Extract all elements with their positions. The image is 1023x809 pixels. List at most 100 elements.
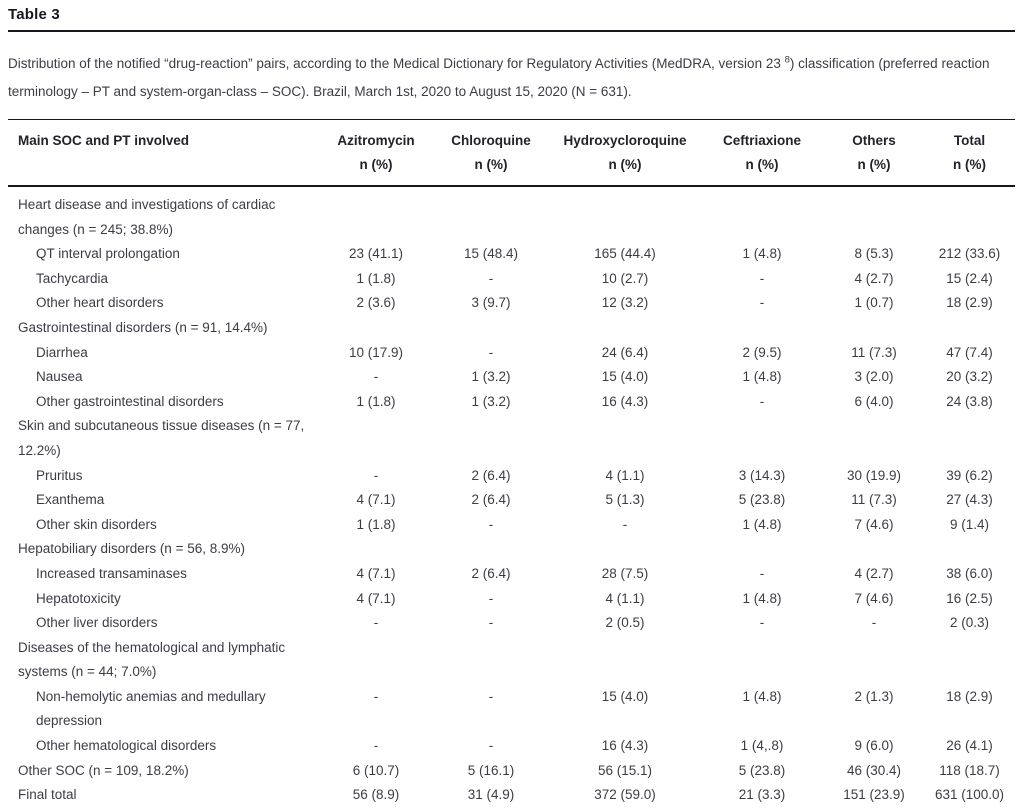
table-cell: 8 (5.3) [854,246,894,262]
table-cell: 1 (4,.8) [740,738,784,754]
table-cell [700,537,824,562]
table-header: Main SOC and PT involved Azitromycin n (%)… [8,119,1015,187]
caption-text-before-reference: Distribution of the notified “drug-react… [8,56,785,71]
table-cell [700,414,824,463]
row-label: Hepatotoxicity [36,590,121,606]
column-header: Others n (%) [824,120,924,187]
table-cell: - [373,369,379,385]
table-cell [824,316,924,341]
table-cell: 1 (3.2) [471,369,511,385]
table-cell: 1 (1.8) [356,270,396,286]
table-cell: 16 (4.3) [601,393,649,409]
table-cell: 2 (1.3) [854,688,894,704]
table-cell [550,186,700,242]
table-cell: - [373,615,379,631]
row-label: Final total [18,787,77,803]
table-row: Heart disease and investigations of card… [8,186,1015,242]
table-cell: 6 (10.7) [352,762,400,778]
table-cell [550,414,700,463]
column-header-name: Chloroquine [451,133,531,148]
table-cell: 4 (7.1) [356,590,396,606]
table-cell: - [488,738,494,754]
table-row: Increased transaminases 4 (7.1) 2 (6.4) 28 … [8,562,1015,587]
table-row: Other gastrointestinal disorders 1 (1.8) 1… [8,390,1015,415]
column-header: Chloroquine n (%) [432,120,550,187]
row-label: Non-hemolytic anemias and medullary depr… [36,688,266,729]
table-cell: 47 (7.4) [946,344,993,360]
table-cell: 21 (3.3) [738,787,786,803]
column-header-name: Ceftriaxione [722,133,802,148]
table-cell: 18 (2.9) [946,295,993,311]
table-cell: 39 (6.2) [946,467,993,483]
column-header: Azitromycin n (%) [320,120,432,187]
table-cell: 212 (33.6) [938,246,1001,262]
table-cell: 2 (3.6) [356,295,396,311]
table-cell [924,186,1015,242]
table-cell: 31 (4.9) [467,787,515,803]
table-cell: 10 (17.9) [348,344,404,360]
table-row: Hepatotoxicity 4 (7.1) - 4 (1.1) 1 (4.8) 7 (4… [8,587,1015,612]
title-divider [8,30,1015,32]
table-cell [824,537,924,562]
table-cell: 7 (4.6) [854,516,894,532]
table-cell: 15 (48.4) [463,246,519,262]
caption-reference-superscript: 8 [784,54,790,66]
table-cell [924,537,1015,562]
table-cell: 46 (30.4) [846,762,902,778]
table-cell: - [488,688,494,704]
table-body: Heart disease and investigations of card… [8,186,1015,809]
table-cell: 30 (19.9) [846,467,902,483]
row-label: Other heart disorders [36,295,164,311]
table-cell: - [373,467,379,483]
table-cell: 24 (3.8) [946,393,993,409]
table-row: Non-hemolytic anemias and medullary depr… [8,685,1015,734]
row-label: Exanthema [36,492,105,508]
table-cell: 2 (9.5) [742,344,782,360]
table-cell: 1 (1.8) [356,516,396,532]
table-row: Nausea - 1 (3.2) 15 (4.0) 1 (4.8) 3 (2.0) 20 (… [8,365,1015,390]
table-cell [432,414,550,463]
table-cell: 2 (6.4) [471,492,511,508]
table-row: Tachycardia 1 (1.8) - 10 (2.7) - 4 (2.7) 15 (2… [8,267,1015,292]
table-cell [432,537,550,562]
table-row: Skin and subcutaneous tissue diseases (n… [8,414,1015,463]
table-cell [824,414,924,463]
table-cell [824,186,924,242]
table-cell: 16 (2.5) [946,590,993,606]
column-header-name: Azitromycin [337,133,415,148]
table-cell: 4 (2.7) [854,565,894,581]
table-cell: 1 (0.7) [854,295,894,311]
column-header-unit: n (%) [745,157,779,172]
table-cell [432,316,550,341]
table-cell [432,186,550,242]
column-header-name: Main SOC and PT involved [18,133,190,148]
table-row: Diseases of the hematological and lympha… [8,636,1015,685]
table-cell: 56 (8.9) [352,787,400,803]
column-header: Total n (%) [924,120,1015,187]
table-cell: 1 (4.8) [742,516,782,532]
table-cell: 2 (0.3) [949,615,990,631]
table-cell: 1 (3.2) [471,393,511,409]
drug-reaction-table: Main SOC and PT involved Azitromycin n (%)… [8,119,1015,809]
table-cell: 15 (4.0) [601,369,649,385]
table-cell: 11 (7.3) [851,492,897,508]
table-cell: - [373,738,379,754]
table-cell: - [488,516,494,532]
column-header-unit: n (%) [608,157,642,172]
table-cell: 9 (1.4) [949,516,990,532]
table-cell [924,414,1015,463]
table-cell: 631 (100.0) [934,787,1005,803]
table-cell: 3 (2.0) [854,369,894,385]
table-cell: - [759,270,765,286]
table-cell: 20 (3.2) [946,369,993,385]
column-header-unit: n (%) [359,157,393,172]
row-label: Increased transaminases [36,565,187,581]
table-cell: 28 (7.5) [601,565,649,581]
row-label: Other skin disorders [36,516,157,532]
row-label: Hepatobiliary disorders (n = 56, 8.9%) [18,541,245,557]
table-cell [924,316,1015,341]
table-cell [320,636,432,685]
table-cell: 1 (4.8) [742,688,782,704]
table-cell: 4 (1.1) [605,590,645,606]
column-header-name: Total [953,133,986,148]
